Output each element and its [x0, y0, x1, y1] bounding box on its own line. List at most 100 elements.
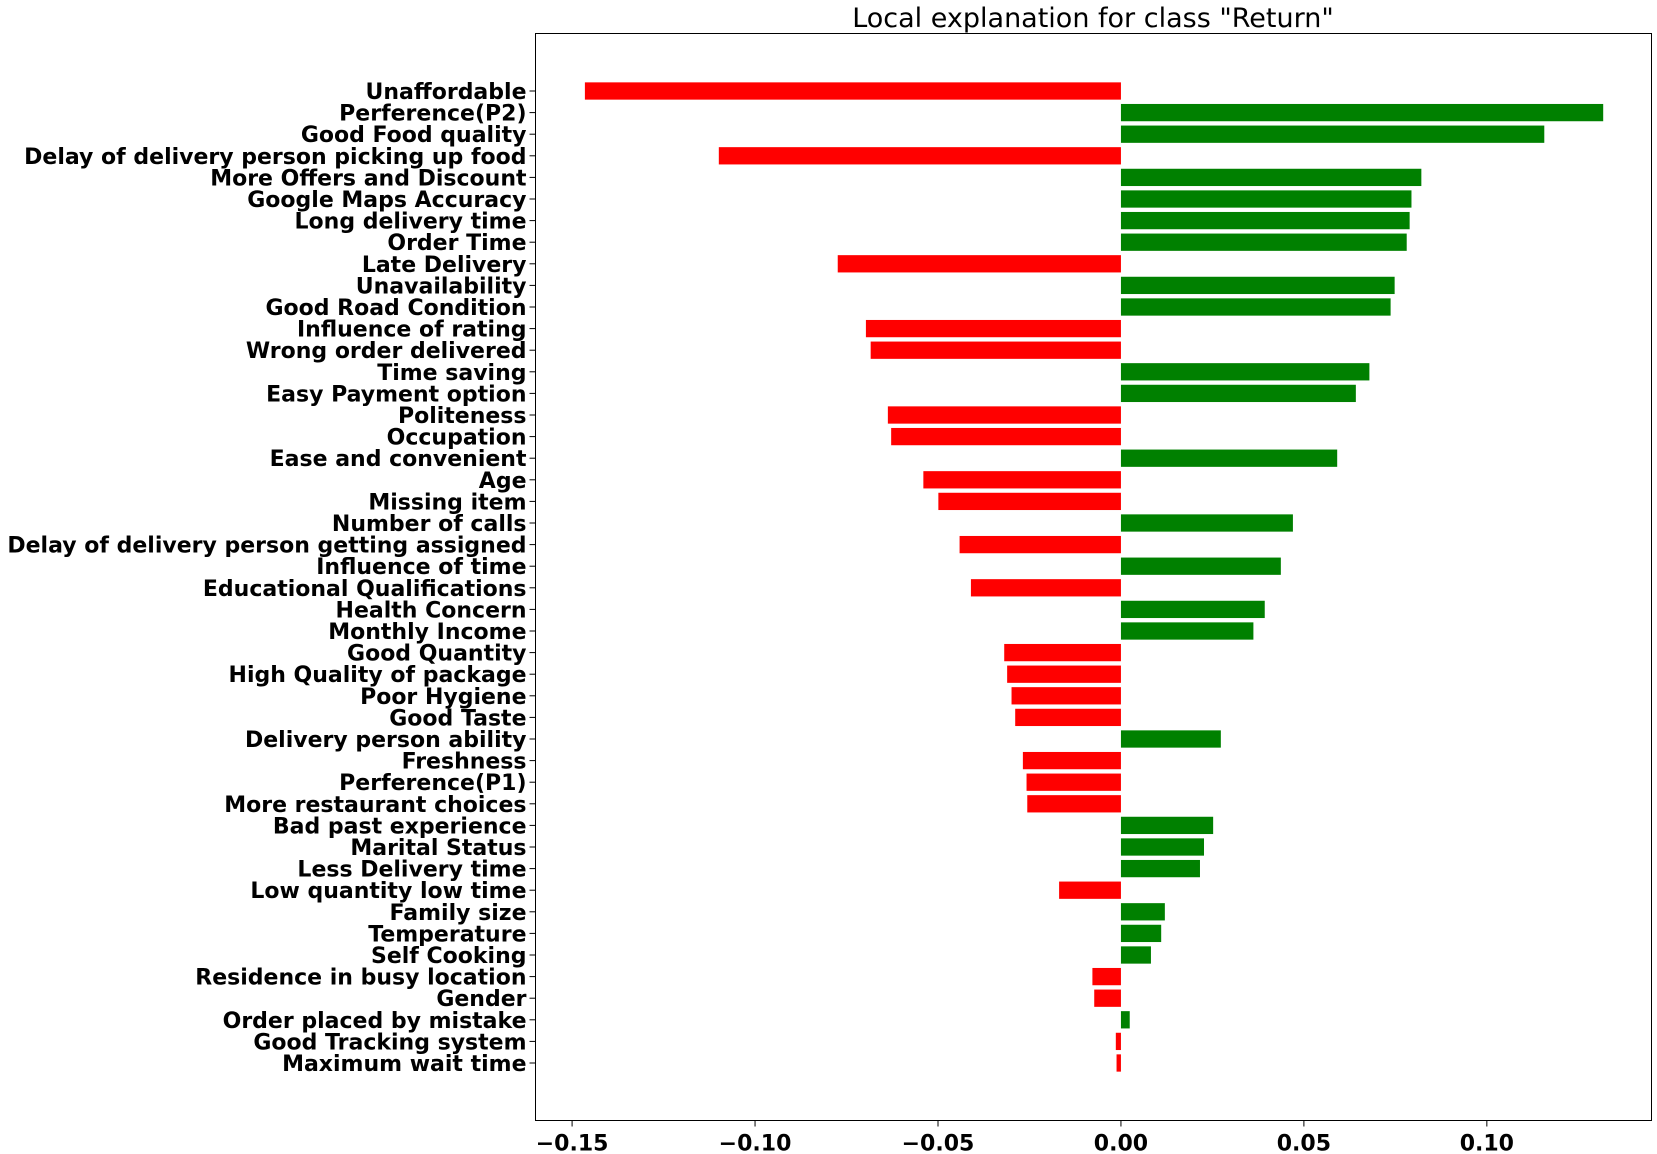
bars-layer — [584, 82, 1604, 1072]
category-label: Order placed by mistake — [223, 1009, 527, 1034]
bar — [870, 341, 1121, 359]
category-label: Good Quantity — [347, 642, 526, 667]
category-label: Self Cooking — [371, 944, 527, 969]
x-tick-label: −0.10 — [719, 1132, 792, 1154]
bar — [1120, 514, 1293, 532]
category-label: Temperature — [368, 922, 526, 947]
category-label: High Quality of package — [229, 663, 527, 688]
category-label: Marital Status — [350, 836, 526, 861]
bar — [1094, 989, 1121, 1007]
category-label: Health Concern — [336, 598, 527, 623]
category-label: Good Tracking system — [253, 1030, 526, 1055]
category-label: Gender — [436, 987, 526, 1012]
category-label: Bad past experience — [273, 814, 527, 839]
bar — [1120, 838, 1205, 856]
category-label: Educational Qualifications — [203, 577, 527, 602]
bar — [1004, 643, 1121, 662]
bar — [865, 319, 1121, 338]
bar — [970, 579, 1121, 597]
chart-title: Local explanation for class "Return" — [852, 3, 1334, 34]
bar — [1120, 233, 1407, 251]
category-label: Occupation — [387, 426, 527, 451]
bar — [1120, 730, 1221, 748]
x-tick-label: −0.15 — [536, 1132, 609, 1154]
category-label: Family size — [390, 901, 527, 926]
bar — [1120, 103, 1604, 122]
bar — [1120, 298, 1391, 316]
category-label: Wrong order delivered — [246, 339, 527, 364]
category-label: Delay of delivery person picking up food — [24, 145, 526, 170]
category-label: Unaffordable — [366, 80, 527, 105]
bar — [1120, 600, 1265, 619]
bar — [1092, 967, 1121, 986]
x-tick-label: 0.00 — [1094, 1132, 1148, 1154]
category-label: Low quantity low time — [250, 879, 526, 904]
bar — [1120, 946, 1151, 964]
category-label: Late Delivery — [362, 253, 527, 278]
category-label: Maximum wait time — [282, 1052, 526, 1077]
bar — [1120, 276, 1395, 295]
bar — [923, 471, 1121, 489]
bar — [837, 255, 1121, 273]
bar — [718, 147, 1121, 165]
category-label: Easy Payment option — [266, 382, 526, 407]
category-label: Delivery person ability — [245, 728, 527, 753]
bar — [1120, 363, 1370, 381]
bar — [1120, 557, 1281, 575]
category-label: Politeness — [398, 404, 527, 429]
bar — [1120, 449, 1338, 467]
bar — [1026, 773, 1121, 791]
bar — [1120, 211, 1410, 230]
category-label: Good Food quality — [301, 123, 527, 148]
category-label: Less Delivery time — [297, 858, 526, 883]
category-label: More restaurant choices — [224, 793, 526, 818]
x-tick-label: 0.05 — [1277, 1132, 1331, 1154]
category-label: Missing item — [368, 490, 526, 515]
bar — [887, 406, 1121, 424]
bar — [959, 535, 1121, 554]
category-label: Google Maps Accuracy — [247, 188, 526, 213]
category-label: Freshness — [402, 750, 527, 775]
category-label: Good Taste — [389, 706, 526, 731]
bar — [1120, 1011, 1130, 1029]
category-label: Age — [479, 469, 527, 494]
x-axis: −0.15 −0.10 −0.05 0.00 0.05 0.10 — [536, 1120, 1514, 1154]
bar — [1120, 859, 1200, 878]
category-label: Unavailability — [356, 274, 527, 299]
bar — [1022, 751, 1121, 770]
bar — [1120, 622, 1254, 640]
bar — [584, 82, 1121, 100]
bar — [1015, 708, 1121, 727]
bar — [1011, 687, 1121, 705]
category-label: More Offers and Discount — [210, 166, 527, 191]
bar — [1120, 190, 1412, 208]
bar — [1115, 1032, 1121, 1051]
category-label: Perference(P1) — [339, 771, 526, 796]
bar — [1120, 924, 1162, 943]
category-label: Monthly Income — [328, 620, 526, 645]
bar — [1116, 1054, 1121, 1072]
category-label: Perference(P2) — [339, 102, 526, 127]
bar — [1007, 665, 1121, 683]
bar — [891, 427, 1121, 446]
bar — [938, 492, 1121, 511]
category-label: Residence in busy location — [195, 966, 526, 991]
bar — [1120, 168, 1422, 187]
bar — [1120, 125, 1545, 143]
bar — [1120, 816, 1214, 835]
category-label: Ease and convenient — [270, 447, 527, 472]
bar — [1027, 795, 1121, 813]
x-tick-label: −0.05 — [902, 1132, 975, 1154]
bar — [1059, 881, 1121, 899]
category-label: Long delivery time — [295, 210, 527, 235]
bar — [1120, 903, 1165, 921]
category-label: Number of calls — [332, 512, 527, 537]
plot-frame — [535, 33, 1652, 1121]
category-label: Influence of time — [316, 555, 526, 580]
category-label: Delay of delivery person getting assigne… — [7, 534, 526, 559]
x-tick-label: 0.10 — [1460, 1132, 1514, 1154]
category-label: Order Time — [387, 231, 526, 256]
